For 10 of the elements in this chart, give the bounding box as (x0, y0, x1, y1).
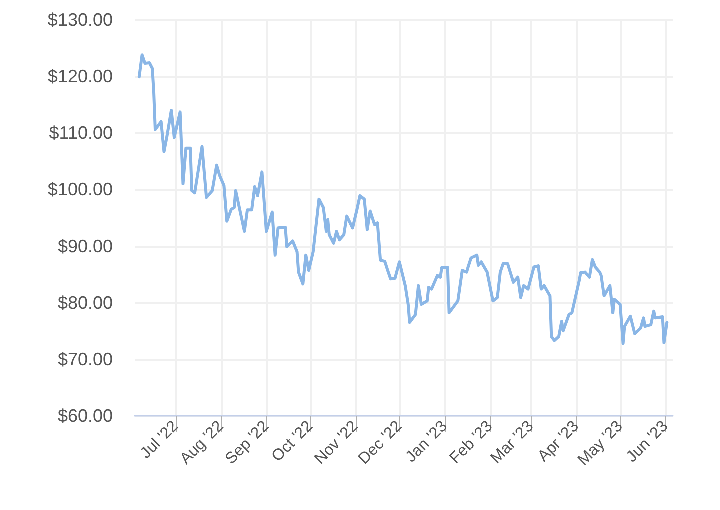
y-tick-label: $100.00 (48, 180, 113, 200)
y-tick-label: $130.00 (48, 10, 113, 30)
line-series (138, 54, 669, 346)
y-tick-label: $110.00 (49, 123, 113, 144)
x-tick-label: Jun '23 (624, 418, 672, 466)
y-tick-label: $60.00 (58, 406, 113, 426)
y-tick-label: $70.00 (58, 349, 113, 370)
y-tick-label: $90.00 (58, 236, 113, 256)
y-tick-label: $120.00 (48, 66, 113, 87)
y-tick-label: $80.00 (58, 292, 113, 313)
